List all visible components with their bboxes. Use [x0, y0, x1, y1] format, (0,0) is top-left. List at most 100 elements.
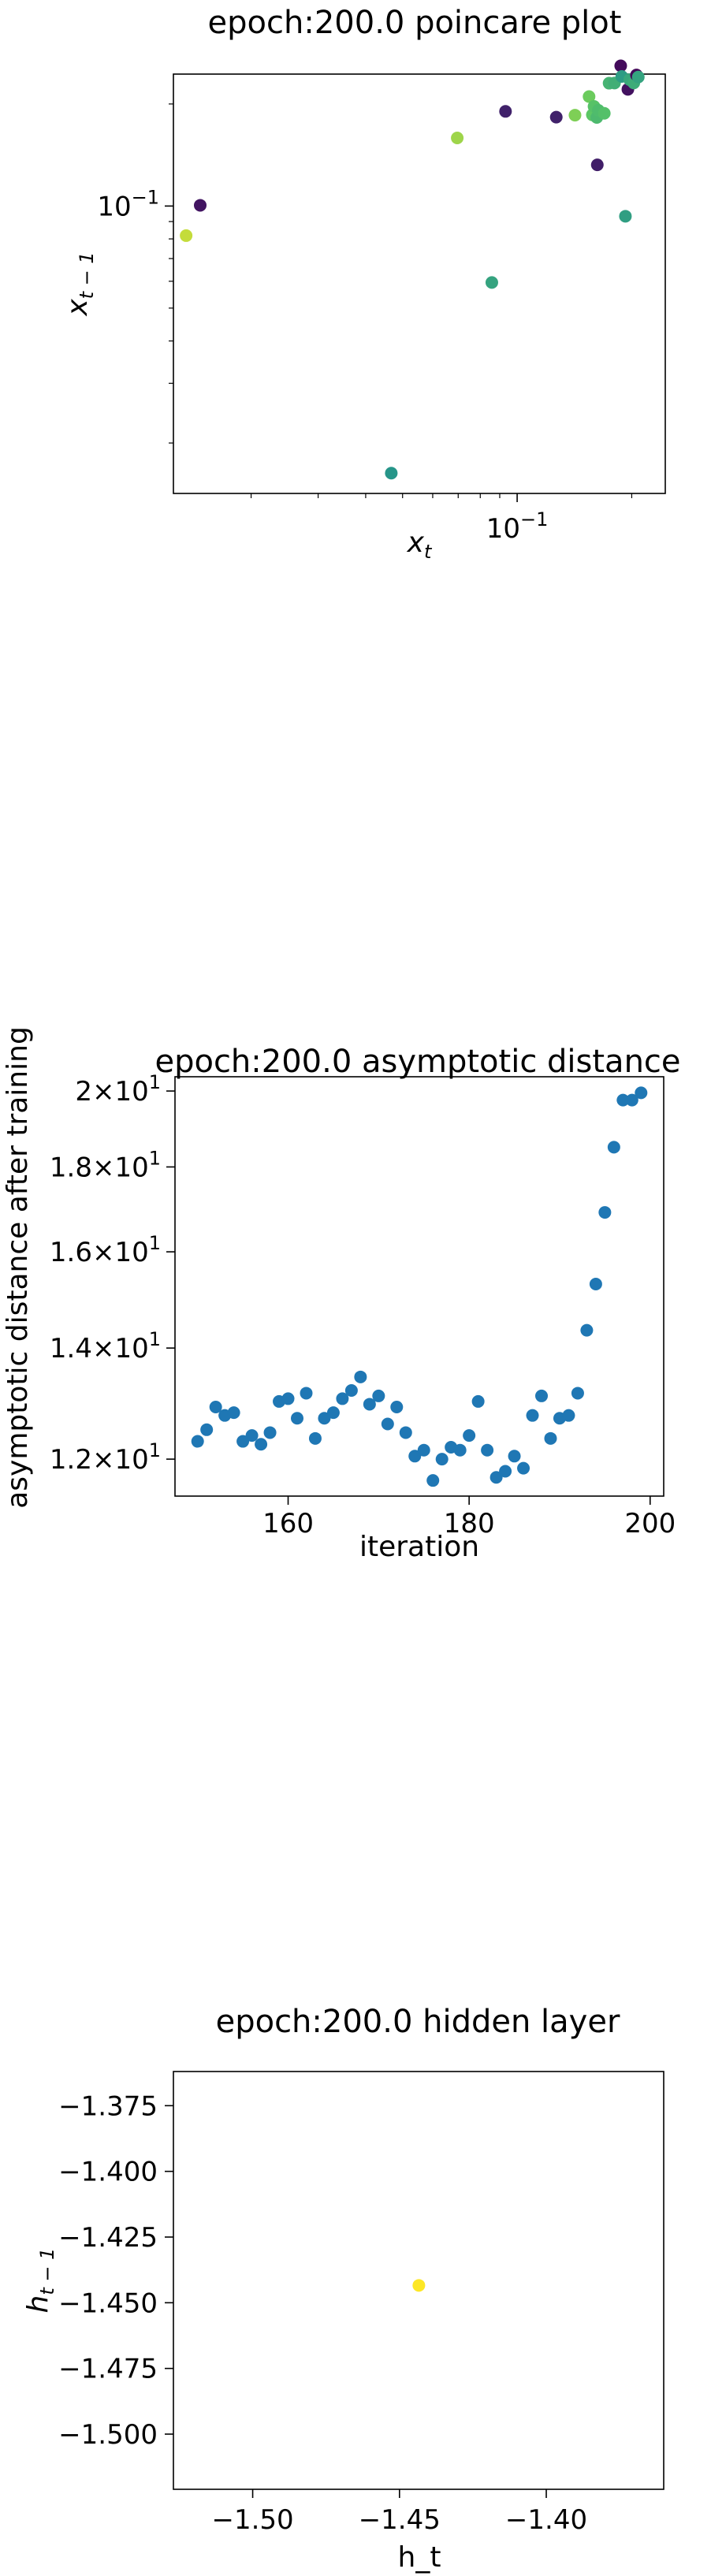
data-point [583, 90, 596, 103]
x-tick-label: −1.40 [505, 2504, 587, 2536]
x-axis-ticks: 10−1 [250, 493, 633, 545]
data-point [417, 1443, 430, 1457]
data-point [363, 1398, 376, 1411]
x-axis-ticks: −1.50 −1.45 −1.40 [211, 2489, 587, 2536]
y-axis-ticks: 1.2×101 1.4×101 1.6×101 1.8×101 2×101 [50, 1071, 175, 1476]
data-point [385, 467, 398, 480]
data-point [412, 2279, 426, 2292]
y-tick-label: −1.450 [58, 2288, 158, 2319]
y-tick-label: 2×101 [75, 1071, 161, 1107]
y-axis-label: xt − 1 [61, 251, 98, 316]
data-point [517, 1461, 530, 1475]
data-point [549, 110, 563, 124]
data-point [568, 109, 582, 122]
chart-title: epoch:200.0 hidden layer [216, 2004, 620, 2040]
data-point [619, 210, 632, 223]
y-tick-label: −1.425 [58, 2222, 158, 2254]
data-point [490, 1471, 503, 1484]
data-point [580, 1323, 594, 1337]
poincare-plot-chart: epoch:200.0 poincare plot 10−1 10−1 xt x… [61, 5, 666, 563]
y-axis-label: ht − 1 [22, 2248, 58, 2314]
data-point [180, 229, 193, 242]
hidden-layer-chart: epoch:200.0 hidden layer −1.375−1.400−1.… [22, 2004, 664, 2574]
data-point [625, 1093, 638, 1107]
data-point [589, 1278, 602, 1291]
x-axis-label: h_t [398, 2541, 441, 2574]
data-point [263, 1426, 277, 1439]
data-point [291, 1412, 303, 1425]
plot-area [173, 73, 666, 494]
x-tick-label: 10−1 [486, 508, 549, 545]
y-tick-label: −1.400 [58, 2157, 158, 2188]
data-point [471, 1394, 485, 1408]
data-point [381, 1417, 394, 1431]
data-point [631, 70, 645, 84]
data-point [499, 105, 512, 118]
data-point [607, 1141, 620, 1154]
data-point [526, 1409, 539, 1422]
x-tick-label: 200 [624, 1508, 676, 1539]
data-point [227, 1406, 240, 1420]
data-point [451, 131, 464, 144]
y-tick-label: −1.375 [58, 2090, 158, 2122]
data-point [408, 1450, 422, 1463]
data-point [300, 1387, 313, 1400]
y-tick-label: −1.475 [58, 2354, 158, 2385]
y-tick-label: 10−1 [97, 186, 159, 222]
scatter-points [180, 59, 645, 480]
data-point [200, 1423, 214, 1436]
data-point [318, 1412, 331, 1425]
x-tick-label: 180 [444, 1508, 495, 1539]
data-point [435, 1453, 449, 1466]
data-point [344, 1383, 358, 1397]
data-point [236, 1435, 250, 1448]
y-tick-label: 1.6×101 [50, 1232, 161, 1268]
y-tick-label: 1.2×101 [50, 1439, 161, 1476]
data-point [598, 1206, 612, 1219]
data-point [372, 1389, 385, 1402]
asymptotic-distance-chart: epoch:200.0 asymptotic distance 1.2×1011… [2, 1026, 681, 1563]
data-point [245, 1429, 259, 1442]
chart-title: epoch:200.0 asymptotic distance [154, 1044, 680, 1080]
data-point [508, 1450, 521, 1463]
data-point [535, 1389, 548, 1402]
data-point [499, 1465, 512, 1478]
data-point [463, 1429, 476, 1442]
chart-title: epoch:200.0 poincare plot [208, 5, 622, 41]
scatter-points [412, 2279, 426, 2292]
x-axis-label: iteration [359, 1531, 479, 1563]
data-point [209, 1400, 222, 1413]
x-axis-ticks: 160 180 200 [262, 1496, 676, 1539]
data-point [193, 199, 207, 212]
x-tick-label: −1.50 [211, 2504, 293, 2536]
data-point [571, 1387, 584, 1400]
data-point [191, 1435, 204, 1448]
scatter-points [191, 1086, 648, 1487]
plot-area [174, 1076, 664, 1497]
data-point [635, 1086, 648, 1100]
data-point [354, 1370, 367, 1383]
data-point [614, 59, 627, 73]
y-tick-label: 1.8×101 [50, 1147, 161, 1183]
data-point [336, 1392, 349, 1405]
x-axis-label: xt [407, 527, 433, 563]
y-axis-ticks: 10−1 [97, 103, 173, 444]
plot-area [173, 2071, 664, 2490]
y-axis-ticks: −1.375 −1.400 −1.425 −1.450 −1.475 −1.500 [58, 2090, 173, 2451]
y-tick-label: 1.4×101 [50, 1328, 161, 1364]
data-point [481, 1443, 494, 1457]
x-tick-label: 160 [262, 1508, 314, 1539]
data-point [590, 158, 604, 172]
y-axis-label: asymptotic distance after training [2, 1026, 34, 1509]
data-point [616, 1093, 630, 1107]
data-point [281, 1392, 295, 1405]
y-tick-label: −1.500 [58, 2419, 158, 2451]
data-point [544, 1431, 557, 1445]
data-point [326, 1406, 340, 1420]
x-tick-label: −1.45 [359, 2504, 441, 2536]
data-point [426, 1474, 440, 1487]
data-point [308, 1431, 322, 1445]
data-point [562, 1409, 575, 1422]
data-point [399, 1426, 412, 1439]
data-point [597, 106, 611, 120]
